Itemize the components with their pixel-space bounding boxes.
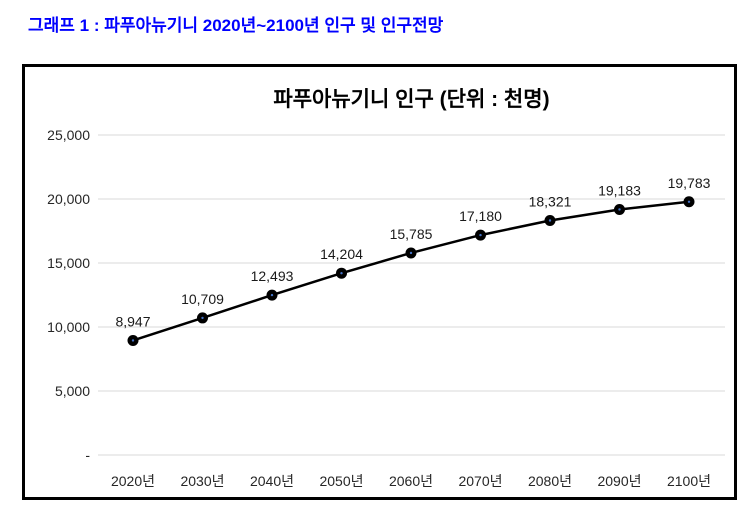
x-axis-tick-label: 2060년 (389, 473, 433, 489)
data-point-marker-center (409, 251, 413, 255)
data-point-label: 17,180 (459, 208, 502, 224)
x-axis-tick-label: 2080년 (528, 473, 572, 489)
data-point-marker-center (479, 233, 482, 237)
line-chart-plot-area: - 5,000 10,000 15,000 20,000 25,000 2020년 2030년… (47, 127, 725, 489)
data-point-label: 19,183 (598, 182, 641, 198)
data-point-marker-center (687, 200, 691, 203)
data-point-marker-center (548, 219, 552, 222)
data-point-label: 10,709 (181, 291, 224, 307)
population-series-line (131, 200, 691, 342)
y-axis-tick-label: 15,000 (47, 255, 90, 271)
y-axis-tick-label: - (85, 447, 90, 463)
x-axis-tick-label: 2030년 (180, 473, 224, 489)
y-axis-tick-label: 20,000 (47, 191, 90, 207)
y-axis-tick-label: 5,000 (55, 383, 90, 399)
x-axis-tick-label: 2090년 (597, 473, 641, 489)
x-axis-tick-label: 2050년 (319, 473, 363, 489)
data-point-label: 15,785 (390, 226, 433, 242)
x-axis-tick-label: 2100년 (667, 473, 711, 489)
data-point-marker-center (201, 316, 204, 320)
data-point-label: 12,493 (251, 268, 294, 284)
page-heading: 그래프 1 : 파푸아뉴기니 2020년~2100년 인구 및 인구전망 (28, 16, 444, 35)
data-point-label: 18,321 (529, 193, 572, 209)
data-point-label: 19,783 (668, 175, 711, 191)
x-axis-tick-label: 2020년 (111, 473, 155, 489)
data-point-label: 8,947 (115, 313, 150, 329)
data-point-marker-center (270, 293, 274, 297)
data-point-marker-center (131, 339, 135, 342)
x-axis-tick-label: 2070년 (458, 473, 502, 489)
y-axis-tick-label: 10,000 (47, 319, 90, 335)
x-axis-tick-label: 2040년 (250, 473, 294, 489)
population-chart: 파푸아뉴기니 인구 (단위 : 천명) - 5,000 10,000 15,000 20… (22, 64, 737, 500)
data-point-marker-center (340, 271, 343, 275)
data-point-marker-center (618, 208, 621, 211)
data-point-label: 14,204 (320, 246, 363, 262)
y-axis-tick-label: 25,000 (47, 127, 90, 143)
chart-title: 파푸아뉴기니 인구 (단위 : 천명) (273, 88, 550, 111)
